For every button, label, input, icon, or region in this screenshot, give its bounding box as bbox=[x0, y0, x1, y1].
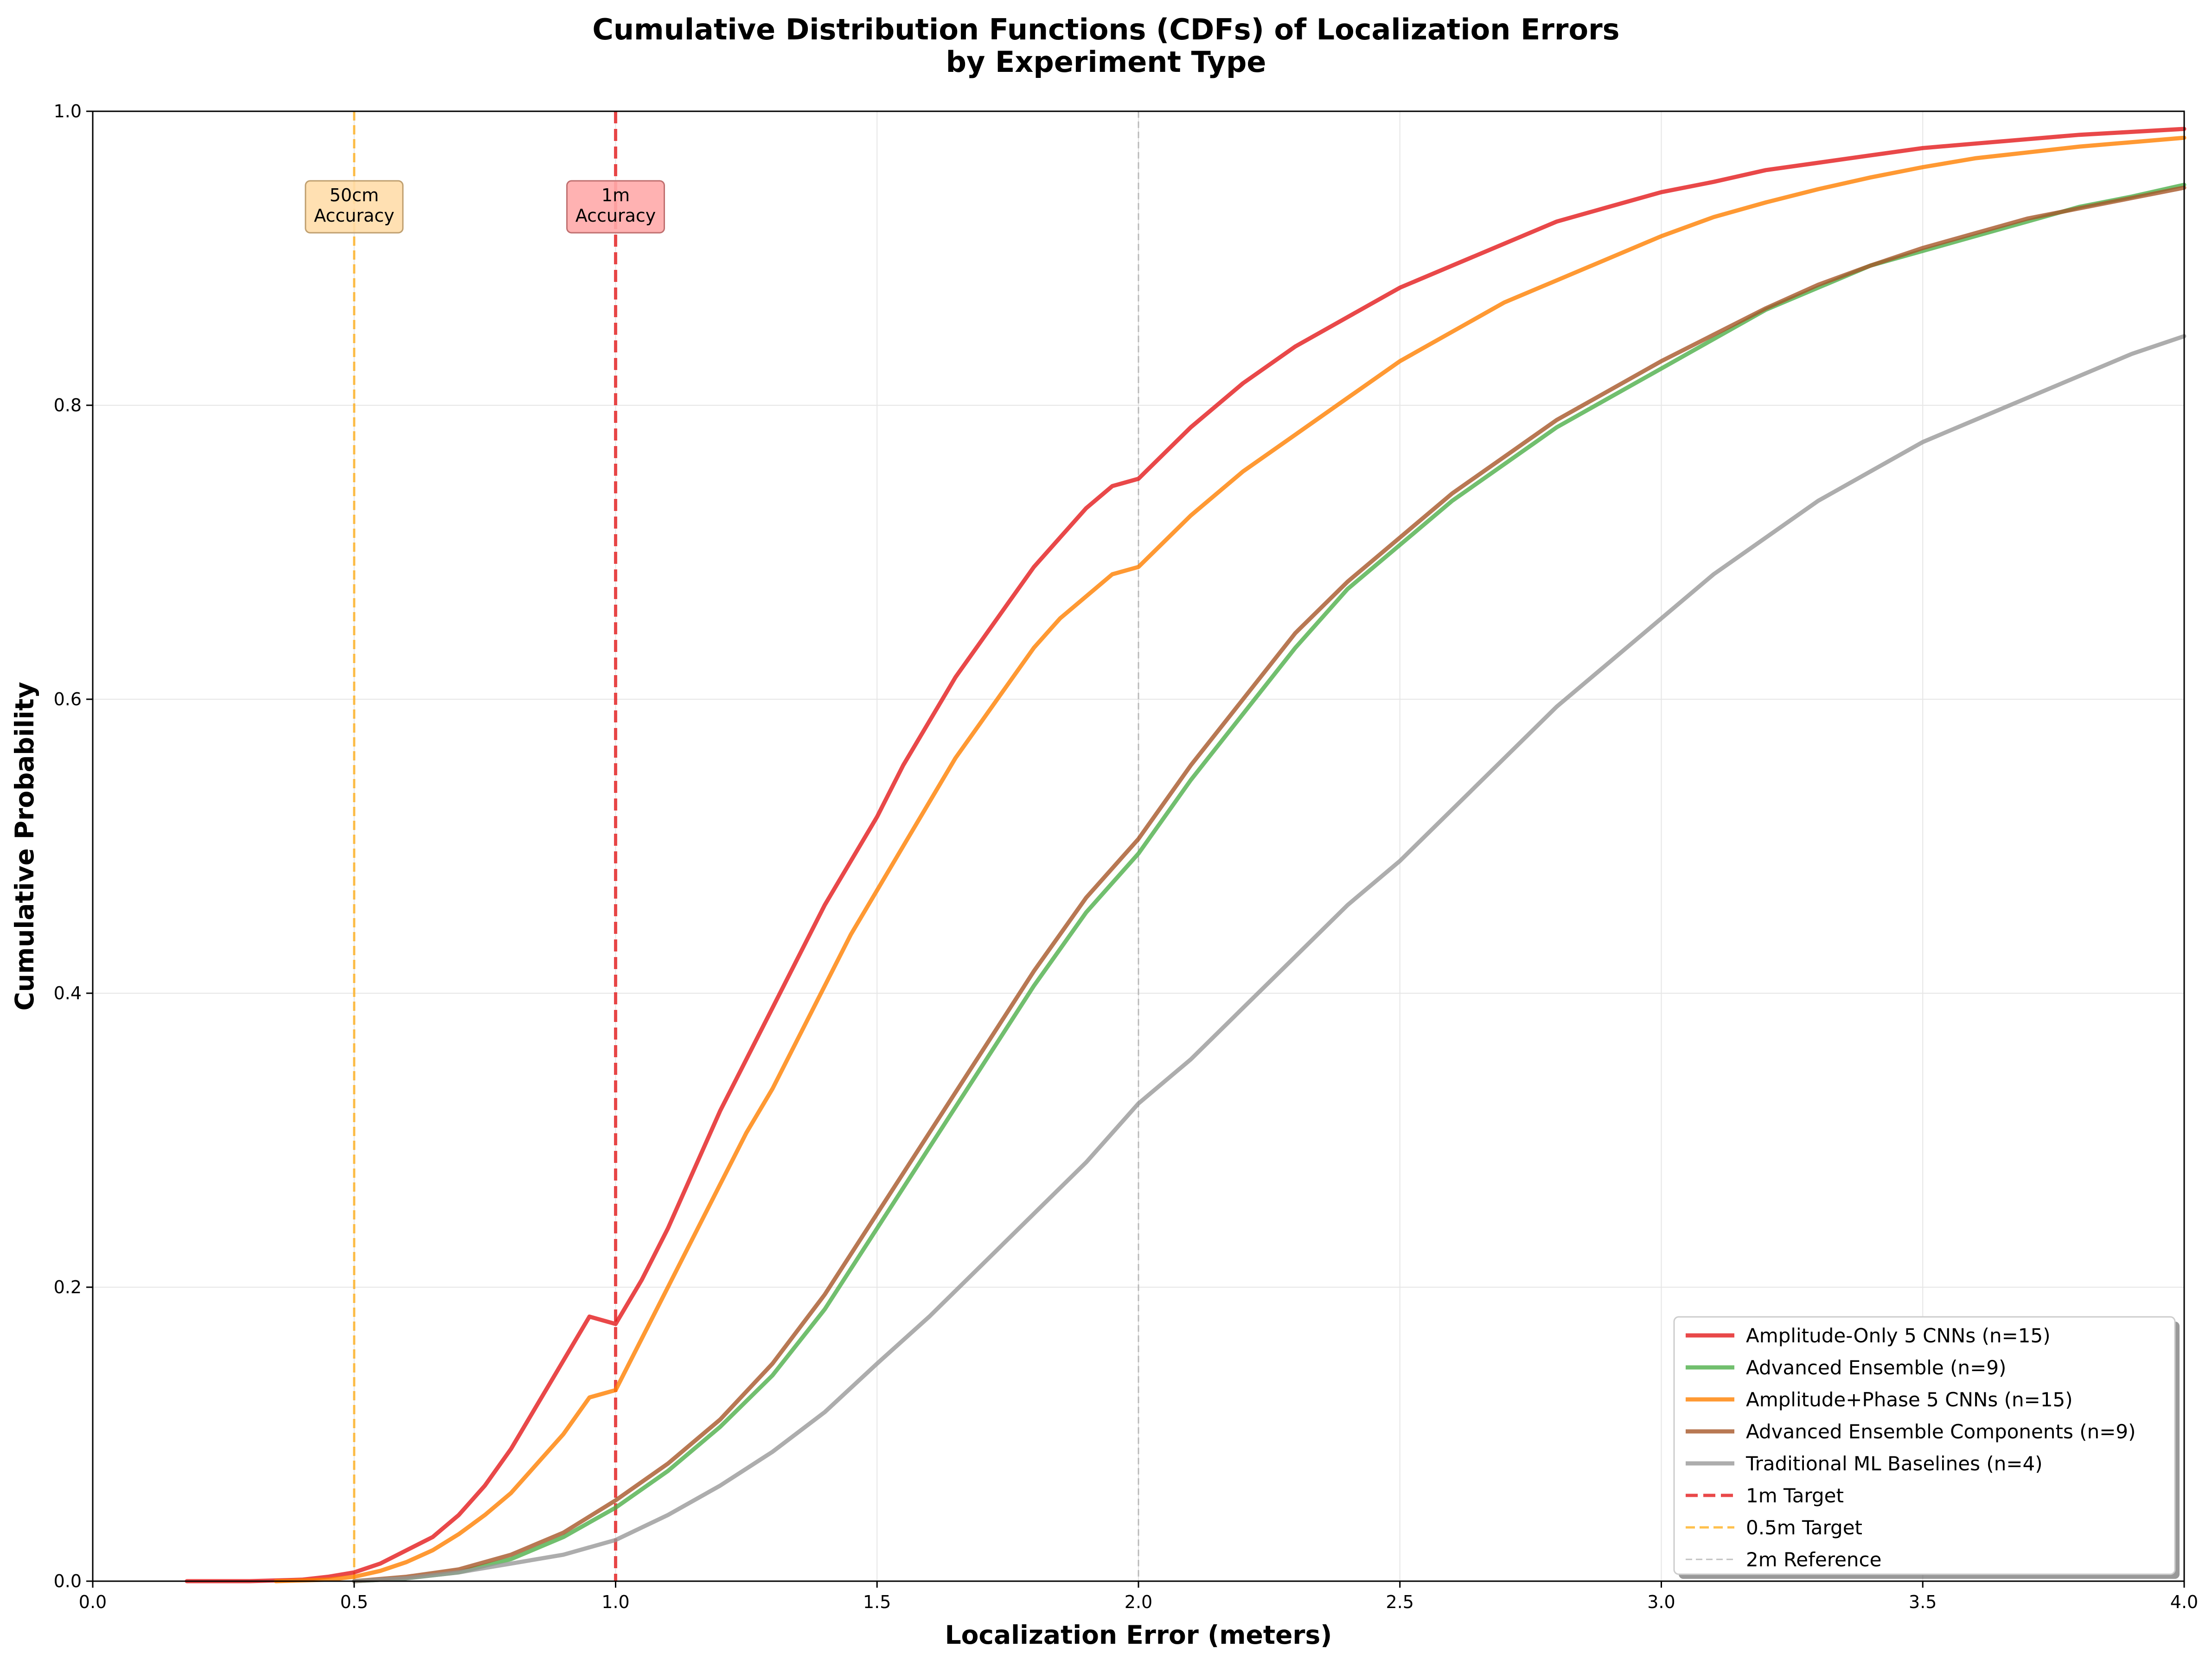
annotation-box-1 bbox=[566, 180, 665, 234]
legend-label-3: Advanced Ensemble Components (n=9) bbox=[1746, 1420, 2136, 1443]
legend-label-5: 1m Target bbox=[1746, 1484, 1844, 1507]
annotation-text-1-0: 1m bbox=[601, 185, 630, 205]
y-tick-label-4: 0.8 bbox=[54, 395, 82, 415]
x-tick-label-8: 4.0 bbox=[2170, 1592, 2198, 1612]
x-tick-label-5: 2.5 bbox=[1386, 1592, 1414, 1612]
x-tick-label-2: 1.0 bbox=[601, 1592, 629, 1612]
y-axis-label: Cumulative Probability bbox=[10, 682, 39, 1010]
x-tick-label-1: 0.5 bbox=[340, 1592, 368, 1612]
series-lines bbox=[185, 127, 2186, 1583]
x-tick-label-0: 0.0 bbox=[79, 1592, 107, 1612]
annotation-text-0-1: Accuracy bbox=[314, 205, 395, 226]
y-tick-label-1: 0.2 bbox=[54, 1277, 82, 1297]
series-line-2 bbox=[274, 135, 2186, 1583]
series-line-4 bbox=[352, 334, 2186, 1583]
x-tick-label-6: 3.0 bbox=[1647, 1592, 1675, 1612]
x-tick-label-3: 1.5 bbox=[863, 1592, 891, 1612]
legend: Amplitude-Only 5 CNNs (n=15) Advanced Ens… bbox=[1673, 1316, 2180, 1579]
legend-label-7: 2m Reference bbox=[1746, 1548, 1881, 1571]
series-line-0 bbox=[185, 127, 2186, 1583]
annotation-text-0-0: 50cm bbox=[330, 185, 379, 205]
legend-label-4: Traditional ML Baselines (n=4) bbox=[1745, 1452, 2043, 1475]
legend-label-2: Amplitude+Phase 5 CNNs (n=15) bbox=[1746, 1388, 2073, 1411]
reference-lines bbox=[353, 111, 1139, 1581]
chart-title-line-1: Cumulative Distribution Functions (CDFs)… bbox=[592, 13, 1619, 46]
x-tick-label-4: 2.0 bbox=[1125, 1592, 1152, 1612]
legend-frame bbox=[1673, 1316, 2176, 1575]
legend-label-1: Advanced Ensemble (n=9) bbox=[1746, 1356, 2006, 1379]
y-tick-label-5: 1.0 bbox=[54, 101, 82, 121]
chart-title-line-2: by Experiment Type bbox=[946, 45, 1266, 79]
legend-label-0: Amplitude-Only 5 CNNs (n=15) bbox=[1746, 1324, 2051, 1347]
y-tick-label-2: 0.4 bbox=[54, 983, 82, 1003]
x-tick-label-7: 3.5 bbox=[1909, 1592, 1937, 1612]
y-tick-label-3: 0.6 bbox=[54, 689, 82, 709]
annotation-text-1-1: Accuracy bbox=[575, 205, 656, 226]
x-axis-ticks: 0.0 0.5 1.0 1.5 2.0 2.5 3.0 3.5 4.0 bbox=[79, 1581, 2198, 1612]
y-axis-ticks: 0.0 0.2 0.4 0.6 0.8 1.0 bbox=[54, 101, 93, 1591]
series-line-3 bbox=[352, 185, 2186, 1583]
annotation-box-0 bbox=[305, 180, 404, 234]
legend-label-6: 0.5m Target bbox=[1746, 1516, 1862, 1539]
x-axis-label: Localization Error (meters) bbox=[945, 1620, 1332, 1650]
y-tick-label-0: 0.0 bbox=[54, 1571, 82, 1591]
